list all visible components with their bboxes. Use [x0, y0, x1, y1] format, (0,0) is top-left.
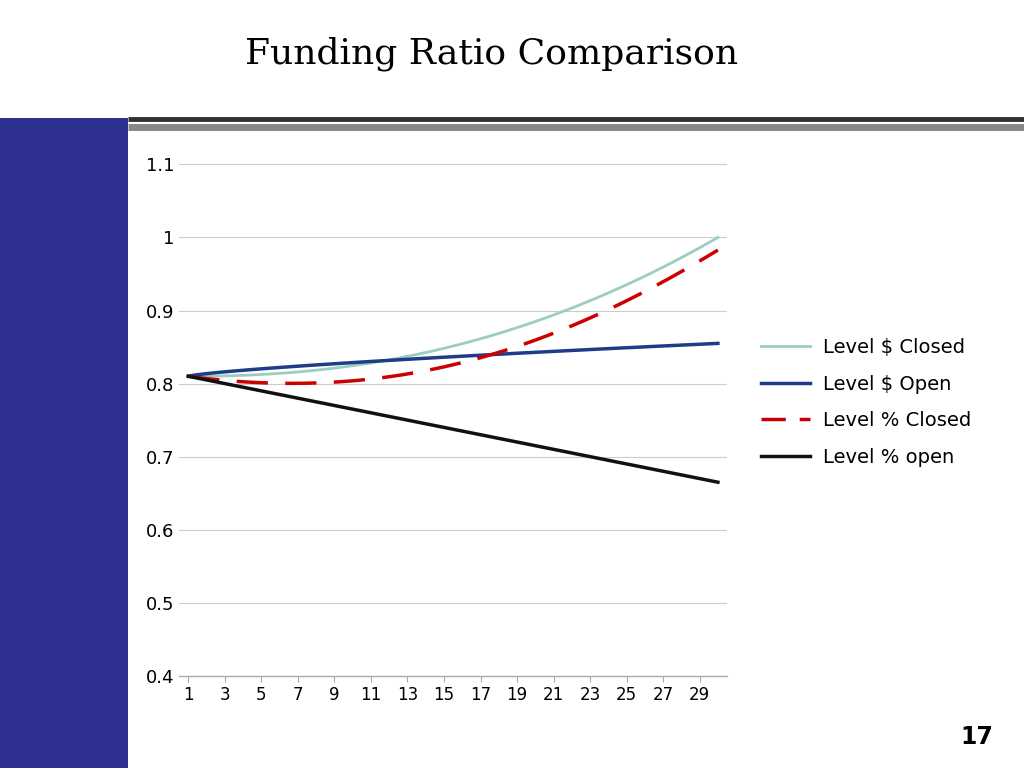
Text: Funding Ratio Comparison: Funding Ratio Comparison	[245, 37, 738, 71]
Text: 17: 17	[961, 725, 993, 749]
Legend: Level $ Closed, Level $ Open, Level % Closed, Level % open: Level $ Closed, Level $ Open, Level % Cl…	[754, 330, 979, 475]
